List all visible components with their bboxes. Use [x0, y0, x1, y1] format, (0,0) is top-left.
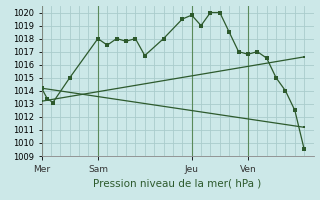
X-axis label: Pression niveau de la mer( hPa ): Pression niveau de la mer( hPa ) — [93, 178, 262, 188]
